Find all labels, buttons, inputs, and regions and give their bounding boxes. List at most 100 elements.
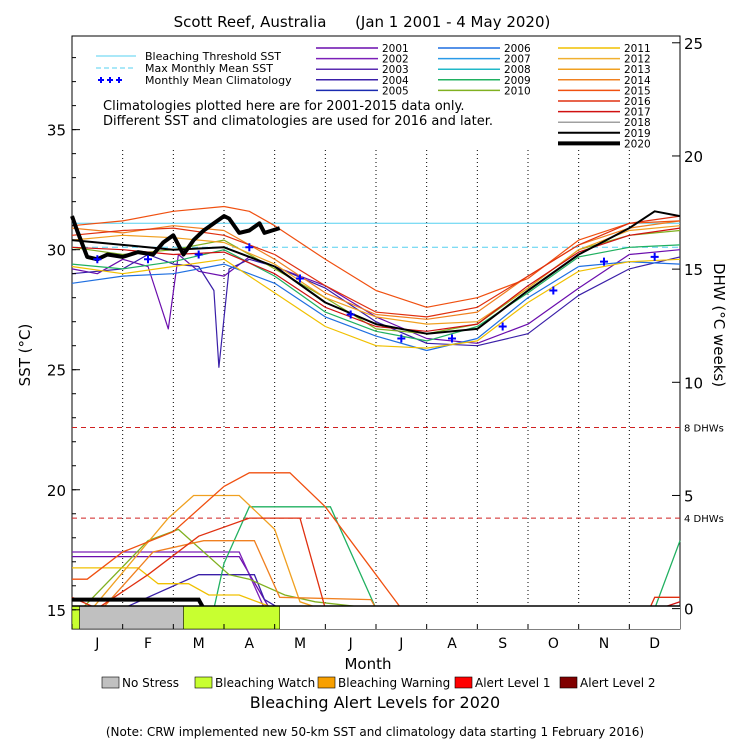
alert-legend: No Stress Bleaching Watch Bleaching Warnin… xyxy=(101,676,656,690)
footnote: (Note: CRW implemented new 50-km SST and… xyxy=(106,725,644,739)
dhw-series-2004 xyxy=(72,574,281,610)
x-tick-label: A xyxy=(447,636,457,652)
x-tick-label: D xyxy=(649,636,660,652)
year-legend-label: 2005 xyxy=(382,85,409,97)
sst-series-2016 xyxy=(71,215,681,318)
x-tick-label: O xyxy=(548,636,559,652)
climatology-note-1: Climatologies plotted here are for 2001-… xyxy=(103,99,464,114)
legend-label: Bleaching Threshold SST xyxy=(145,50,281,63)
dhw-threshold-label: 4 DHWs xyxy=(684,514,724,525)
year-legend-label: 2004 xyxy=(382,75,409,87)
alert-legend-label: Alert Level 2 xyxy=(580,676,656,690)
dhw-series-2015 xyxy=(72,472,402,609)
climatology-marker xyxy=(498,322,507,331)
dhw-series-2016 xyxy=(71,517,680,610)
sst-series-2009 xyxy=(71,244,681,342)
year-legend-label: 2017 xyxy=(624,107,651,119)
y-axis-left-label: SST (°C) xyxy=(16,324,34,387)
x-tick-label: A xyxy=(245,636,255,652)
dhw-series-2013 xyxy=(72,494,321,610)
alert-legend-swatch xyxy=(559,676,578,689)
climatology-marker xyxy=(549,286,558,295)
x-tick-label: S xyxy=(498,636,507,652)
year-legend-label: 2012 xyxy=(624,54,651,66)
sst-series-2006 xyxy=(71,261,681,352)
climatology-marker xyxy=(650,252,659,261)
climatology-note-2: Different SST and climatologies are used… xyxy=(103,114,493,129)
climatology-markers xyxy=(93,243,659,343)
alert-segment xyxy=(183,605,280,630)
month-gridlines xyxy=(122,150,630,606)
legend-label: Monthly Mean Climatology xyxy=(145,74,292,87)
dhw-series-2002 xyxy=(72,551,266,609)
x-tick-label: J xyxy=(398,636,403,652)
y-right-tick-label: 20 xyxy=(684,148,703,166)
y-right-tick-label: 10 xyxy=(684,374,703,392)
plot-area: 8 DHWs 4 DHWs xyxy=(70,35,724,630)
alert-bar xyxy=(71,605,680,630)
x-axis-label: Month xyxy=(344,655,391,673)
year-legend-label: 2001 xyxy=(382,43,409,55)
year-legend-label: 2010 xyxy=(504,85,531,97)
year-legend-label: 2018 xyxy=(624,117,651,129)
sst-series-2015 xyxy=(71,205,681,308)
dhw-lines xyxy=(71,472,681,610)
alert-legend-swatch xyxy=(101,676,120,689)
y-right-tick-label: 5 xyxy=(684,487,694,505)
dhw-series-2011 xyxy=(72,567,280,610)
x-tick-label: N xyxy=(599,636,609,652)
sst-series-2011 xyxy=(71,258,681,349)
y-left-tick-label: 35 xyxy=(47,122,66,140)
year-legend-label: 2008 xyxy=(504,64,531,76)
climatology-marker xyxy=(397,334,406,343)
dhw-series-2001 xyxy=(72,555,271,609)
alert-legend-swatch xyxy=(194,676,213,689)
alert-legend-label: Bleaching Warning xyxy=(338,676,450,690)
year-legend-label: 2013 xyxy=(624,64,651,76)
sst-series-2017 xyxy=(71,227,681,332)
year-legend-label: 2019 xyxy=(624,128,651,140)
alert-legend-swatch xyxy=(454,676,473,689)
alert-legend-label: Alert Level 1 xyxy=(475,676,551,690)
y-left-tick-label: 30 xyxy=(47,242,66,260)
y-axis-right-label: DHW (°C weeks) xyxy=(710,263,728,387)
x-tick-label: J xyxy=(94,636,99,652)
legend-marker xyxy=(116,77,122,83)
climatology-marker xyxy=(194,250,203,259)
year-legend-label: 2007 xyxy=(504,54,531,66)
sst-series-2020 xyxy=(70,214,281,262)
year-legend-label: 2015 xyxy=(624,85,651,97)
year-legend-label: 2003 xyxy=(382,64,409,76)
climatology-marker xyxy=(346,310,355,319)
year-legend-label: 2006 xyxy=(504,43,531,55)
legend-marker xyxy=(98,77,104,83)
alert-segment xyxy=(79,605,184,630)
x-tick-label: M xyxy=(193,636,205,652)
x-tick-label: J xyxy=(348,636,353,652)
axes: 15 20 25 30 35 0 5 10 15 20 25 J F M A M J J A S O N D xyxy=(47,35,703,652)
legend-label: Max Monthly Mean SST xyxy=(145,62,273,75)
y-right-tick-label: 0 xyxy=(684,601,694,619)
dhw-series-2009 xyxy=(213,506,681,610)
x-tick-label: F xyxy=(144,636,152,652)
climatology-marker xyxy=(144,255,152,264)
y-left-tick-label: 15 xyxy=(47,602,66,620)
chart-title: Scott Reef, Australia (Jan 1 2001 - 4 Ma… xyxy=(174,13,551,31)
year-legend-label: 2016 xyxy=(624,96,651,108)
year-legend-label: 2002 xyxy=(382,54,409,66)
sst-series-2019 xyxy=(71,210,681,335)
y-left-tick-label: 20 xyxy=(47,482,66,500)
climatology-marker xyxy=(245,243,254,252)
dhw-series-2010 xyxy=(72,528,377,610)
alert-bar-title: Bleaching Alert Levels for 2020 xyxy=(250,693,500,712)
climatology-marker xyxy=(93,255,102,264)
x-tick-label: M xyxy=(294,636,306,652)
reference-lines: 8 DHWs 4 DHWs xyxy=(72,222,724,525)
climatology-marker xyxy=(448,334,456,343)
year-legend-label: 2020 xyxy=(624,138,651,150)
year-legend-label: 2011 xyxy=(624,43,651,55)
alert-legend-label: Bleaching Watch xyxy=(215,676,315,690)
